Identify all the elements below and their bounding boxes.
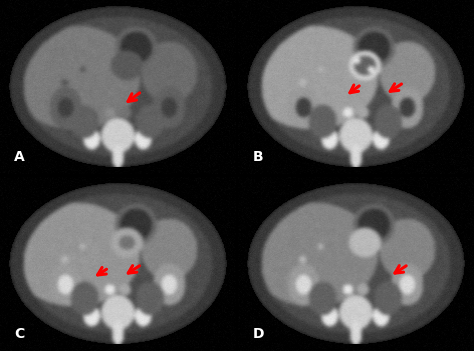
Text: A: A <box>14 150 25 164</box>
Text: C: C <box>14 326 24 340</box>
Text: D: D <box>253 326 264 340</box>
Text: B: B <box>253 150 263 164</box>
